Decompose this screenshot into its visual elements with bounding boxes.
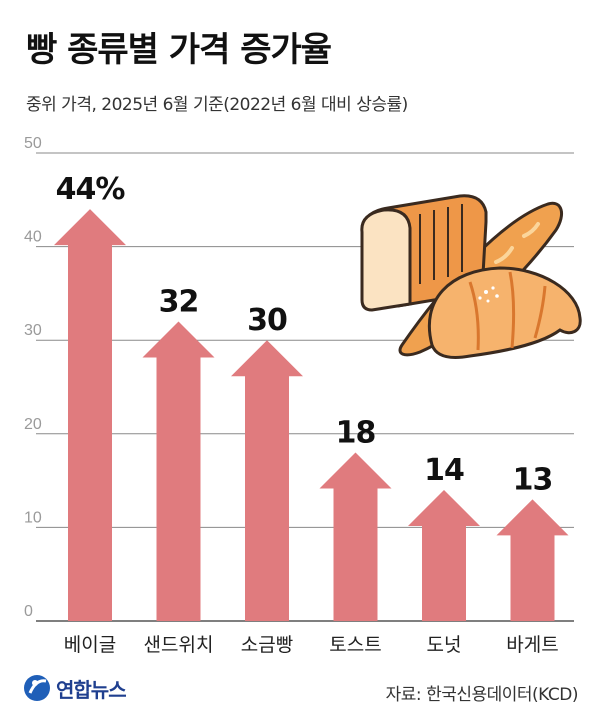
y-tick-label: 20 [24,416,42,433]
logo-text: 연합뉴스 [56,677,127,702]
value-label: 44% [56,172,126,207]
grid-lines [36,152,574,622]
category-labels: 베이글 샌드위치 소금빵 토스트 도넛 바게트 [64,634,559,656]
value-label: 32 [159,284,199,319]
chart-title: 빵 종류별 가격 증가율 [26,30,332,70]
chart-subtitle: 중위 가격, 2025년 6월 기준(2022년 6월 대비 상승률) [26,95,408,115]
category-label: 도넛 [427,634,462,656]
value-label: 18 [336,416,376,451]
value-label: 13 [513,462,553,497]
bread-illustration [360,194,582,360]
category-label: 샌드위치 [144,634,214,656]
bars [54,209,569,621]
category-label: 토스트 [329,634,381,656]
y-axis-ticks: 0 10 20 30 40 50 [24,135,42,620]
source-note: 자료: 한국신용데이터(KCD) [385,685,579,705]
yonhap-logo-icon [24,675,50,701]
bar-arrow [408,489,480,621]
bar-arrow [496,499,569,621]
value-label: 14 [424,453,464,488]
y-tick-label: 0 [24,603,33,620]
bar-arrow [54,209,126,621]
yonhap-logo: 연합뉴스 [22,673,127,703]
category-label: 베이글 [64,634,116,656]
bar-arrow [319,452,392,621]
y-tick-label: 40 [24,229,42,246]
bar-arrow [231,340,303,621]
category-label: 바게트 [506,634,558,656]
bar-chart: 0 10 20 30 40 50 44% 32 30 18 14 13 베이글 샌드위치 소금빵 토스트 도… [24,135,582,656]
y-tick-label: 50 [24,135,42,152]
value-labels: 44% 32 30 18 14 13 [56,172,554,497]
y-tick-label: 30 [24,322,42,339]
bar-arrow [142,321,215,621]
category-label: 소금빵 [241,634,293,656]
value-label: 30 [247,303,287,338]
croissant-icon [427,266,582,360]
y-tick-label: 10 [24,509,42,526]
